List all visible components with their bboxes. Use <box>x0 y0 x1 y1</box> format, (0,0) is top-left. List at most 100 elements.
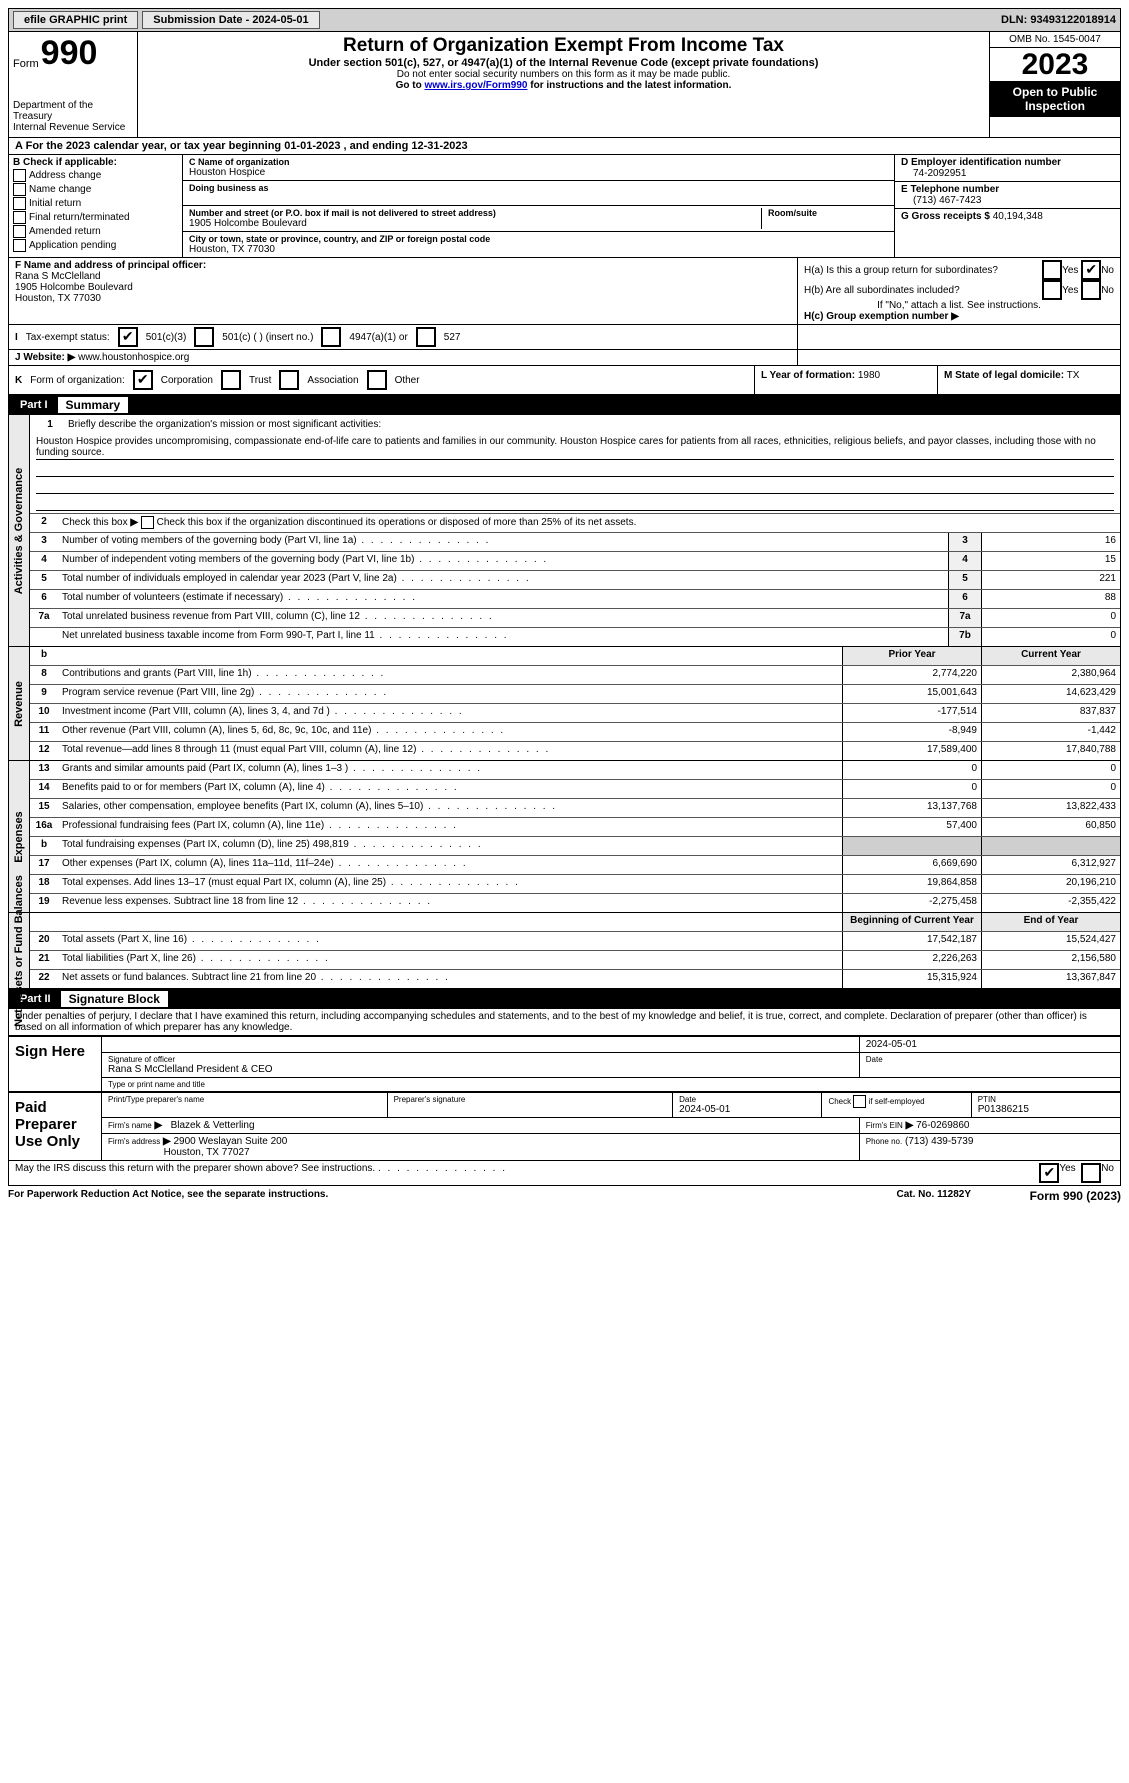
val5: 221 <box>981 571 1120 589</box>
line-text: Total revenue—add lines 8 through 11 (mu… <box>58 742 842 760</box>
sig-of-officer-lbl: Signature of officer <box>108 1055 853 1064</box>
firm-addr-lbl: Firm's address <box>108 1137 160 1146</box>
bottom-bar: For Paperwork Reduction Act Notice, see … <box>8 1186 1121 1206</box>
box-b-label: B Check if applicable: <box>13 157 117 168</box>
check-self-emp[interactable] <box>853 1095 866 1108</box>
check-final-return[interactable] <box>13 211 26 224</box>
org-name: Houston Hospice <box>189 167 888 178</box>
form-title: Return of Organization Exempt From Incom… <box>144 35 983 57</box>
ha-no[interactable]: ✔ <box>1081 260 1101 280</box>
preparer-label: Paid Preparer Use Only <box>9 1093 102 1160</box>
discuss-yes-lbl: Yes <box>1059 1163 1075 1183</box>
table-row: bTotal fundraising expenses (Part IX, co… <box>30 836 1120 855</box>
year-formation-label: L Year of formation: <box>761 370 855 381</box>
activities-section: Activities & Governance 1 Briefly descri… <box>8 415 1121 647</box>
hb-no[interactable] <box>1081 280 1101 300</box>
domicile-label: M State of legal domicile: <box>944 370 1064 381</box>
preparer-block: Paid Preparer Use Only Print/Type prepar… <box>8 1092 1121 1161</box>
prior-val: -2,275,458 <box>842 894 981 912</box>
check-4947[interactable] <box>321 327 341 347</box>
line3: Number of voting members of the governin… <box>58 533 948 551</box>
revenue-section: Revenue bPrior YearCurrent Year 8Contrib… <box>8 647 1121 761</box>
val3: 16 <box>981 533 1120 551</box>
firm-addr1: 2900 Weslayan Suite 200 <box>173 1136 287 1147</box>
check-corp[interactable]: ✔ <box>133 370 153 390</box>
website-label: Website: <box>23 352 65 363</box>
line-text: Grants and similar amounts paid (Part IX… <box>58 761 842 779</box>
lbl-other: Other <box>395 375 420 386</box>
efile-button[interactable]: efile GRAPHIC print <box>13 11 138 29</box>
ein-value: 74-2092951 <box>913 168 1114 179</box>
ha-label: H(a) Is this a group return for subordin… <box>804 265 1042 276</box>
officer-name: Rana S McClelland <box>15 271 791 282</box>
website-value: www.houstonhospice.org <box>78 352 189 363</box>
prior-val: 17,542,187 <box>842 932 981 950</box>
omb-no: OMB No. 1545-0047 <box>990 32 1120 48</box>
discuss-no[interactable] <box>1081 1163 1101 1183</box>
ptin-val: P01386215 <box>978 1104 1029 1115</box>
prior-val: -177,514 <box>842 704 981 722</box>
entity-block: B Check if applicable: Address change Na… <box>8 155 1121 258</box>
check-trust[interactable] <box>221 370 241 390</box>
table-row: 13Grants and similar amounts paid (Part … <box>30 761 1120 779</box>
check-other[interactable] <box>367 370 387 390</box>
dept-treasury: Department of the Treasury <box>13 100 133 122</box>
discuss-yes[interactable]: ✔ <box>1039 1163 1059 1183</box>
prior-val: -8,949 <box>842 723 981 741</box>
part1-title: Summary <box>58 397 129 413</box>
expenses-vlabel: Expenses <box>13 811 25 862</box>
lbl-501c: 501(c) ( ) (insert no.) <box>222 332 313 343</box>
table-row: 21Total liabilities (Part X, line 26)2,2… <box>30 950 1120 969</box>
current-val: 15,524,427 <box>981 932 1120 950</box>
row-i-j: I Tax-exempt status: ✔501(c)(3) 501(c) (… <box>8 325 1121 350</box>
line-text: Benefits paid to or for members (Part IX… <box>58 780 842 798</box>
type-print-lbl: Type or print name and title <box>108 1080 1114 1089</box>
line-text: Other expenses (Part IX, column (A), lin… <box>58 856 842 874</box>
phone-value: (713) 467-7423 <box>913 195 1114 206</box>
activities-vlabel: Activities & Governance <box>13 467 25 594</box>
prior-val: 6,669,690 <box>842 856 981 874</box>
open-inspection: Open to Public Inspection <box>990 81 1120 117</box>
prior-year-hdr: Prior Year <box>842 647 981 665</box>
lbl-address-change: Address change <box>29 170 101 181</box>
check-address-change[interactable] <box>13 169 26 182</box>
year-formation: 1980 <box>858 370 880 381</box>
firm-phone-lbl: Phone no. <box>866 1137 902 1146</box>
check-assoc[interactable] <box>279 370 299 390</box>
current-val: 2,380,964 <box>981 666 1120 684</box>
check-initial-return[interactable] <box>13 197 26 210</box>
line4: Number of independent voting members of … <box>58 552 948 570</box>
prior-val: 2,774,220 <box>842 666 981 684</box>
expenses-section: Expenses 13Grants and similar amounts pa… <box>8 761 1121 913</box>
check-discontinued[interactable] <box>141 516 154 529</box>
paperwork-notice: For Paperwork Reduction Act Notice, see … <box>8 1189 897 1203</box>
check-527[interactable] <box>416 327 436 347</box>
submission-button[interactable]: Submission Date - 2024-05-01 <box>142 11 319 29</box>
check-name-change[interactable] <box>13 183 26 196</box>
check-amended[interactable] <box>13 225 26 238</box>
declaration-text: Under penalties of perjury, I declare th… <box>8 1009 1121 1036</box>
val7b: 0 <box>981 628 1120 646</box>
lbl-amended: Amended return <box>29 226 101 237</box>
line-text: Professional fundraising fees (Part IX, … <box>58 818 842 836</box>
ha-yes[interactable] <box>1042 260 1062 280</box>
firm-lbl: Firm's name <box>108 1121 152 1130</box>
hb-label: H(b) Are all subordinates included? <box>804 285 1042 296</box>
current-val: 6,312,927 <box>981 856 1120 874</box>
hb-yes[interactable] <box>1042 280 1062 300</box>
current-val: -1,442 <box>981 723 1120 741</box>
room-label: Room/suite <box>768 208 888 218</box>
lbl-final-return: Final return/terminated <box>29 212 130 223</box>
check-501c3[interactable]: ✔ <box>118 327 138 347</box>
row-klm: K Form of organization: ✔Corporation Tru… <box>8 366 1121 395</box>
phone-label: E Telephone number <box>901 184 999 195</box>
revenue-vlabel: Revenue <box>13 681 25 727</box>
check-501c[interactable] <box>194 327 214 347</box>
irs-link[interactable]: www.irs.gov/Form990 <box>424 80 527 91</box>
val6: 88 <box>981 590 1120 608</box>
mission-text: Houston Hospice provides uncompromising,… <box>36 435 1114 460</box>
lbl-501c3: 501(c)(3) <box>146 332 187 343</box>
prior-val: 19,864,858 <box>842 875 981 893</box>
check-app-pending[interactable] <box>13 239 26 252</box>
eoy-hdr: End of Year <box>981 913 1120 931</box>
